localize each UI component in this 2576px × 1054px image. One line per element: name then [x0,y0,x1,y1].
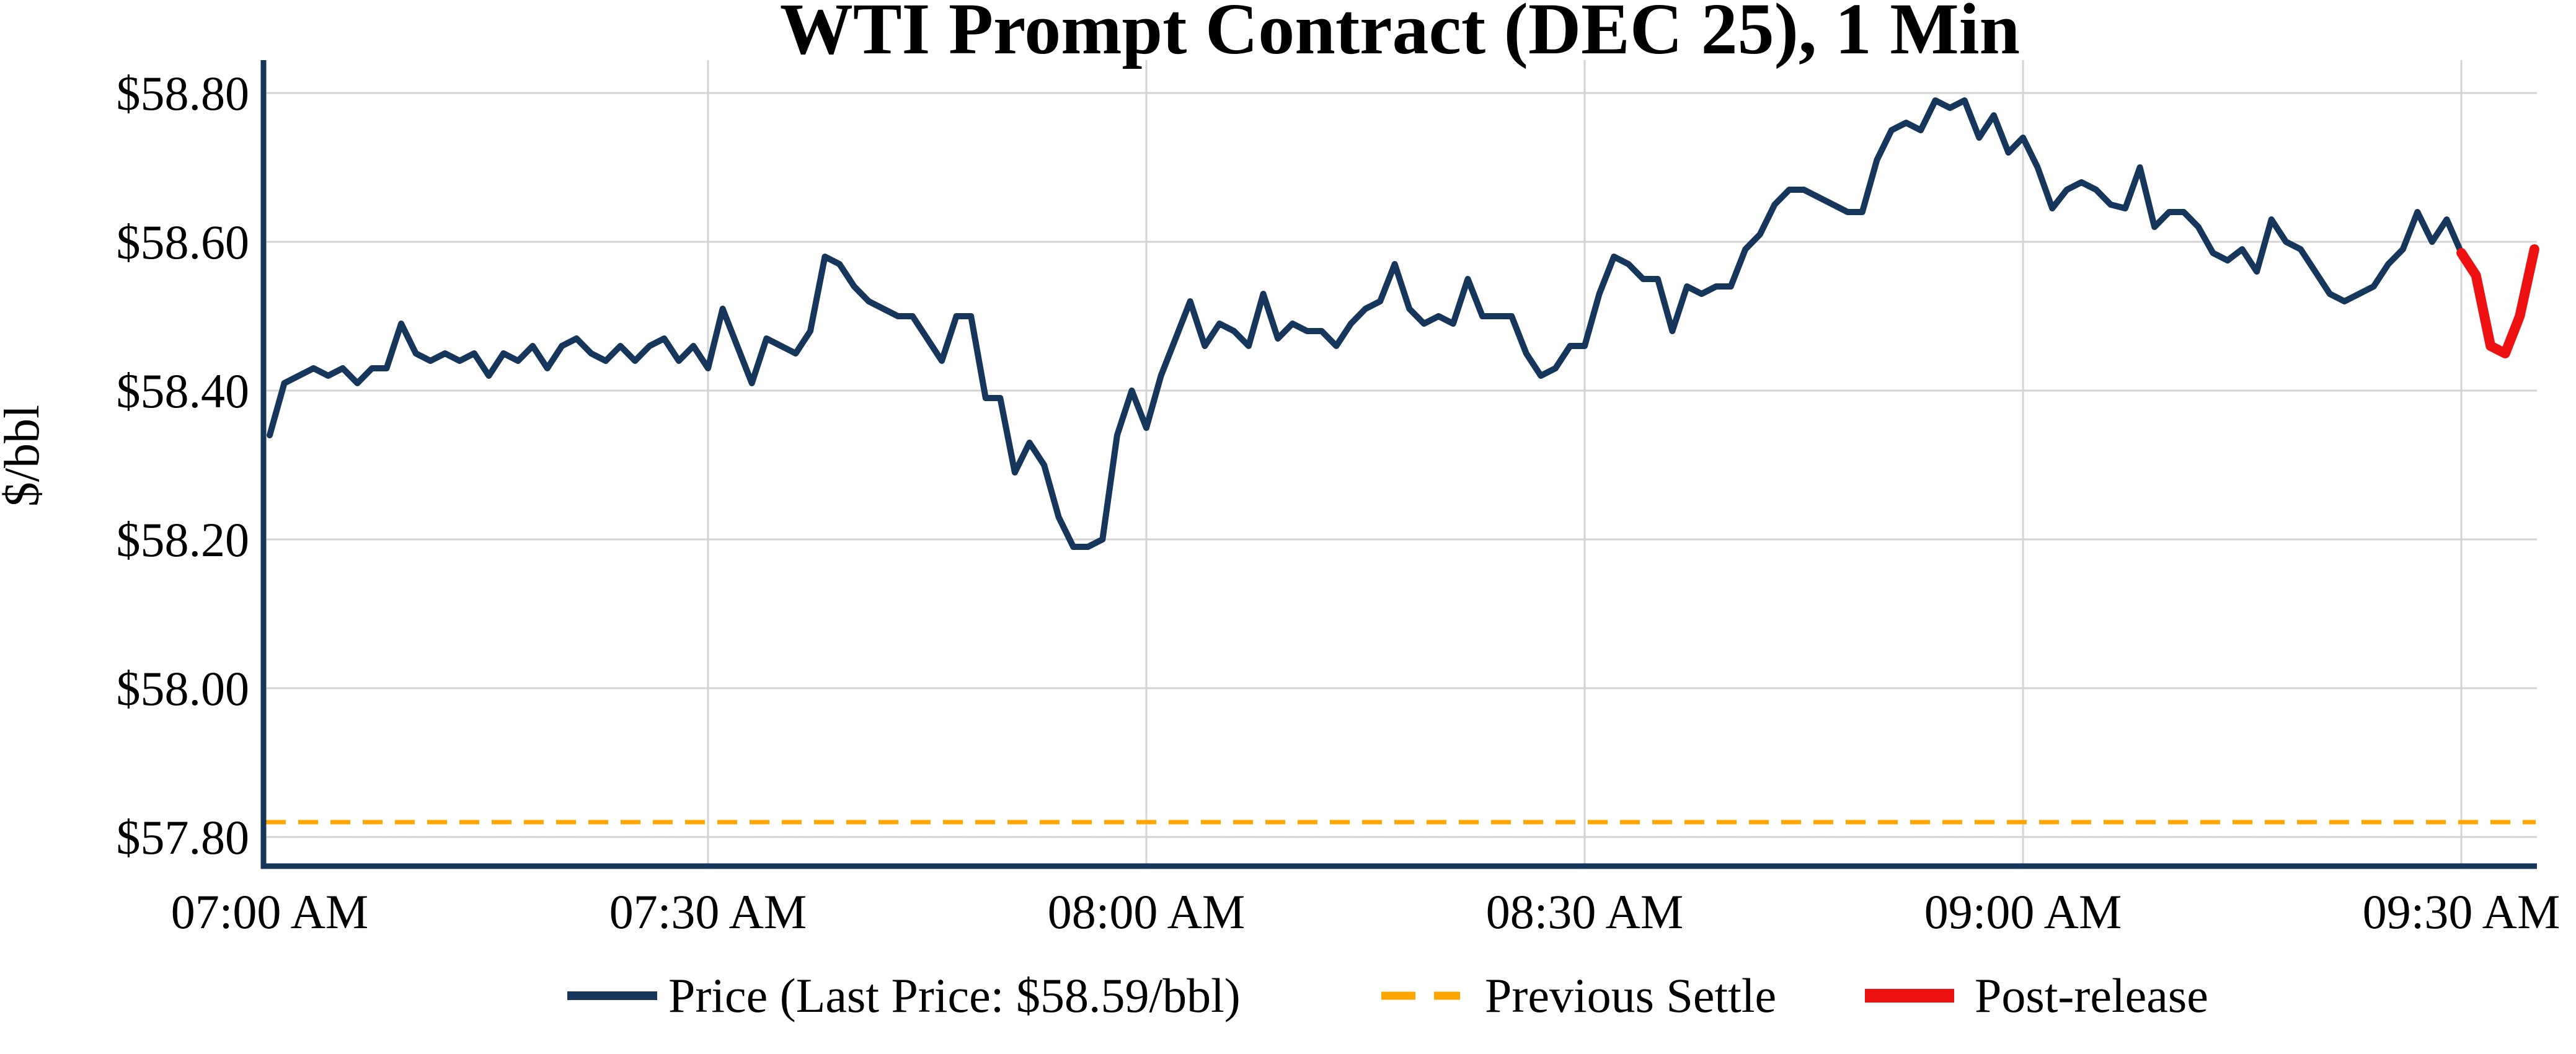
x-tick-label: 07:30 AM [609,885,807,939]
legend-previous-settle-label: Previous Settle [1485,968,1776,1022]
gridlines [266,60,2537,864]
y-tick-label: $57.80 [117,810,250,864]
y-axis-label: $/bbl [0,405,50,507]
chart-title: WTI Prompt Contract (DEC 25), 1 Min [780,0,2020,69]
x-tick-label: 09:30 AM [2363,885,2561,939]
legend-price-label: Price (Last Price: $58.59/bbl) [668,968,1241,1022]
legend: Price (Last Price: $58.59/bbl) Previous … [567,968,2208,1022]
y-tick-label: $58.20 [117,513,250,567]
y-tick-label: $58.60 [117,215,250,269]
y-tick-label: $58.40 [117,364,250,418]
y-tick-label: $58.00 [117,662,250,715]
x-tick-labels: 07:00 AM 07:30 AM 08:00 AM 08:30 AM 09:00 AM… [171,885,2561,939]
y-tick-label: $58.80 [117,66,250,120]
x-tick-label: 08:30 AM [1486,885,1684,939]
y-tick-labels: $58.80 $58.60 $58.40 $58.20 $58.00 $57.80 [117,66,250,864]
x-tick-label: 07:00 AM [171,885,369,939]
legend-post-release-label: Post-release [1975,968,2208,1022]
x-tick-label: 09:00 AM [1924,885,2122,939]
price-line [267,97,2465,550]
post-release-line [2456,244,2539,358]
x-tick-label: 08:00 AM [1048,885,1246,939]
